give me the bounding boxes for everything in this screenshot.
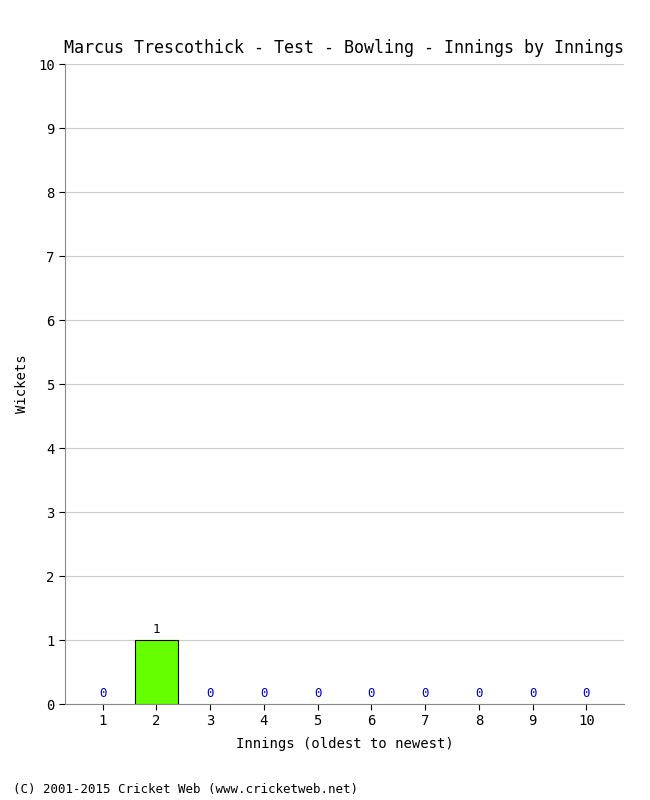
Y-axis label: Wickets: Wickets (16, 354, 29, 414)
X-axis label: Innings (oldest to newest): Innings (oldest to newest) (235, 737, 454, 750)
Text: 0: 0 (582, 687, 590, 700)
Text: (C) 2001-2015 Cricket Web (www.cricketweb.net): (C) 2001-2015 Cricket Web (www.cricketwe… (13, 783, 358, 796)
Title: Marcus Trescothick - Test - Bowling - Innings by Innings: Marcus Trescothick - Test - Bowling - In… (64, 39, 625, 57)
Text: 1: 1 (153, 623, 160, 636)
Text: 0: 0 (475, 687, 483, 700)
Text: 0: 0 (314, 687, 321, 700)
Text: 0: 0 (421, 687, 429, 700)
Text: 0: 0 (260, 687, 268, 700)
Text: 0: 0 (529, 687, 536, 700)
Text: 0: 0 (99, 687, 107, 700)
Bar (135, 640, 178, 704)
Text: 0: 0 (368, 687, 375, 700)
Text: 0: 0 (207, 687, 214, 700)
